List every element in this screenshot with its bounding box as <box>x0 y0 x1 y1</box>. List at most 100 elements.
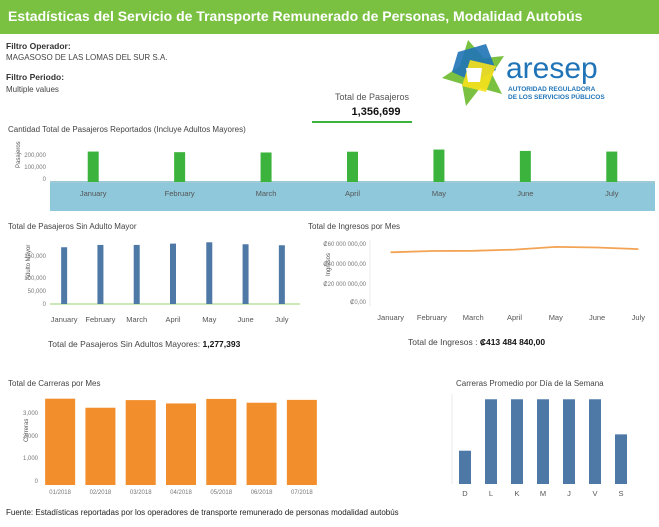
pasajeros_total-bar-1[interactable] <box>174 152 186 182</box>
pasajeros_total-bar-5[interactable] <box>519 150 531 182</box>
carreras_mes-bar-2[interactable] <box>125 400 156 485</box>
chart3-ylabel: Ingresos <box>326 253 332 276</box>
chart1-ytick-0: 200,000 <box>24 153 46 159</box>
total-pasajeros-label: Total de Pasajeros <box>335 92 410 102</box>
chart4-ylabel: Carreras <box>24 419 30 442</box>
ingresos-summary-label: Total de Ingresos : <box>408 337 478 347</box>
sin_adulto_mayor-bar-2[interactable] <box>133 244 140 304</box>
chart4-ytick-0: 3,000 <box>23 411 39 417</box>
carreras_dia-xlabel-6: S <box>618 489 623 498</box>
sin_adulto_mayor-xlabel-0: January <box>51 315 78 324</box>
pasajeros_total-bar-2[interactable] <box>260 152 272 182</box>
carreras_mes-bar-4[interactable] <box>206 398 237 485</box>
carreras_mes-xlabel-5: 06/2018 <box>251 490 273 496</box>
carreras_mes-bar-3[interactable] <box>166 403 196 485</box>
sin_adulto_mayor-xlabel-3: April <box>165 315 180 324</box>
carreras_dia-bar-4[interactable] <box>563 399 575 484</box>
carreras_dia-xlabel-2: K <box>514 489 519 498</box>
sin_adulto_mayor-bar-6[interactable] <box>278 245 285 304</box>
pasajeros_total-bar-4[interactable] <box>433 149 445 182</box>
chart2-ytick-0: 150,000 <box>24 254 46 260</box>
carreras_mes-bar-6[interactable] <box>286 399 317 485</box>
pasajeros_total-bar-3[interactable] <box>347 151 358 182</box>
total-pasajeros-value: 1,356,699 <box>351 106 401 118</box>
ingresos-summary: Total de Ingresos : ₡413 484 840,00 <box>408 337 545 347</box>
carreras_mes-xlabel-4: 05/2018 <box>210 490 232 496</box>
sin_adulto_mayor-bar-3[interactable] <box>170 243 176 304</box>
chart-pasajeros-total: Pasajeros 200,000 100,000 0 January Febru… <box>16 141 655 211</box>
sin-adultos-summary-value: 1,277,393 <box>202 339 241 349</box>
operator-filter-value[interactable]: MAGASOSO DE LAS LOMAS DEL SUR S.A. <box>6 53 168 62</box>
carreras_mes-xlabel-6: 07/2018 <box>291 490 313 496</box>
ingresos-xlabel-6: July <box>632 313 646 322</box>
ingresos-xlabel-2: March <box>463 313 484 322</box>
carreras_dia-xlabel-5: V <box>592 489 597 498</box>
pasajeros_total-xlabel-0: January <box>80 189 107 198</box>
ingresos-xlabel-0: January <box>377 313 404 322</box>
chart3-ytick-3: ₡0,00 <box>350 300 367 306</box>
pasajeros_total-xlabel-2: March <box>256 189 277 198</box>
pasajeros_total-xlabel-3: April <box>345 189 360 198</box>
period-filter-value[interactable]: Multiple values <box>6 85 59 94</box>
carreras_mes-bar-0[interactable] <box>45 398 76 485</box>
sin_adulto_mayor-bar-0[interactable] <box>61 247 68 304</box>
carreras_dia-bar-6[interactable] <box>615 434 627 484</box>
chart4-ytick-3: 0 <box>35 479 39 485</box>
chart2-ytick-1: 100,000 <box>24 276 46 282</box>
carreras_dia-bar-0[interactable] <box>459 450 471 484</box>
chart3-title: Total de Ingresos por Mes <box>308 222 401 231</box>
ingresos-xlabel-3: April <box>507 313 522 322</box>
ingresos-xlabel-5: June <box>589 313 605 322</box>
chart1-title: Cantidad Total de Pasajeros Reportados (… <box>8 125 246 134</box>
carreras_dia-xlabel-1: L <box>489 489 493 498</box>
chart3-ytick-0: ₡60 000 000,00 <box>323 242 366 248</box>
carreras_dia-bar-2[interactable] <box>511 399 523 484</box>
chart5-title: Carreras Promedio por Día de la Semana <box>456 379 604 388</box>
logo-wordmark: aresep <box>506 52 598 85</box>
chart1-ytick-1: 100,000 <box>24 165 46 171</box>
sin_adulto_mayor-xlabel-5: June <box>237 315 253 324</box>
logo-line2: DE LOS SERVICIOS PÚBLICOS <box>508 92 605 101</box>
period-filter-label: Filtro Periodo: <box>6 72 65 82</box>
chart-ingresos: Ingresos ₡60 000 000,00 ₡40 000 000,00 ₡… <box>323 240 646 322</box>
operator-filter-label: Filtro Operador: <box>6 41 71 51</box>
pasajeros_total-xlabel-1: February <box>165 189 195 198</box>
ingresos-xlabel-1: February <box>417 313 447 322</box>
pasajeros_total-bar-0[interactable] <box>87 151 99 182</box>
carreras_dia-xlabel-4: J <box>567 489 571 498</box>
pasajeros_total-bar-6[interactable] <box>606 151 618 182</box>
carreras_dia-bar-5[interactable] <box>589 399 601 484</box>
pasajeros_total-xlabel-5: June <box>517 189 533 198</box>
chart2-ytick-2: 50,000 <box>28 289 47 295</box>
carreras_dia-bar-1[interactable] <box>485 399 497 484</box>
carreras_dia-bar-3[interactable] <box>537 399 549 484</box>
chart3-ytick-2: ₡20 000 000,00 <box>323 282 366 288</box>
aresep-star-icon: aresep AUTORIDAD REGULADORA DE LOS SERVI… <box>442 40 605 106</box>
sin_adulto_mayor-bar-4[interactable] <box>206 242 213 304</box>
chart2-title: Total de Pasajeros Sin Adulto Mayor <box>8 222 137 231</box>
chart1-ylabel: Pasajeros <box>16 141 22 168</box>
logo-line1: AUTORIDAD REGULADORA <box>508 86 596 93</box>
total-pasajeros-box: 1,356,699 <box>312 106 440 124</box>
carreras_mes-xlabel-1: 02/2018 <box>90 490 112 496</box>
sin_adulto_mayor-xlabel-6: July <box>275 315 289 324</box>
pasajeros_total-xlabel-6: July <box>605 189 619 198</box>
chart-sin-adulto-mayor: Adulto Mayor 150,000 100,000 50,000 0 Ja… <box>24 242 300 324</box>
carreras_mes-bar-5[interactable] <box>246 402 277 485</box>
sin_adulto_mayor-xlabel-4: May <box>202 315 216 324</box>
carreras_mes-bar-1[interactable] <box>85 407 116 485</box>
pasajeros_total-xlabel-4: May <box>432 189 446 198</box>
chart4-title: Total de Carreras por Mes <box>8 379 101 388</box>
ingresos-summary-value: ₡413 484 840,00 <box>479 337 546 347</box>
chart2-ylabel: Adulto Mayor <box>26 245 32 280</box>
sin_adulto_mayor-bar-5[interactable] <box>242 244 249 304</box>
total-pasajeros-underline <box>312 121 412 123</box>
sin_adulto_mayor-bar-1[interactable] <box>97 244 104 304</box>
ingresos-xlabel-4: May <box>549 313 563 322</box>
chart3-ytick-1: ₡40 000 000,00 <box>323 262 366 268</box>
chart4-ytick-2: 1,000 <box>23 456 39 462</box>
aresep-logo: aresep AUTORIDAD REGULADORA DE LOS SERVI… <box>440 38 650 110</box>
carreras_dia-xlabel-0: D <box>462 489 468 498</box>
carreras_dia-xlabel-3: M <box>540 489 546 498</box>
